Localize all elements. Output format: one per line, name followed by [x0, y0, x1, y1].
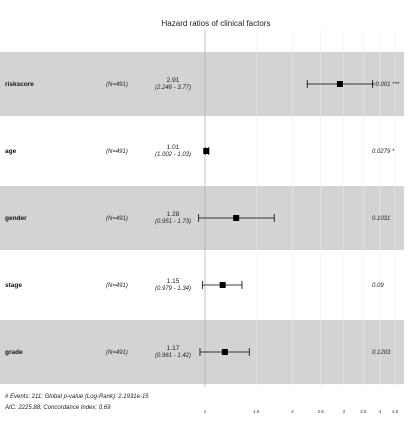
x-tick-label: 1.5	[253, 409, 260, 414]
p-value-label: 0.1203	[372, 350, 391, 356]
hr-label: 1.15	[167, 278, 180, 285]
variable-label: gender	[5, 215, 27, 222]
gridlines	[204, 30, 396, 387]
variable-label: age	[5, 148, 17, 155]
ci-label: (0.961 - 1.42)	[155, 353, 191, 359]
hr-label: 1.17	[167, 345, 180, 352]
variable-label: riskscore	[5, 81, 34, 88]
x-tick-label: 2	[291, 409, 294, 414]
x-tick-label: 3.5	[360, 409, 367, 414]
row-gender: gender (N=491) 1.28(0.951 - 1.73) 0.1031	[5, 211, 390, 225]
n-label: (N=491)	[106, 82, 128, 88]
hr-marker	[219, 282, 226, 288]
n-label: (N=491)	[106, 283, 128, 289]
hr-label: 1.28	[167, 211, 180, 218]
p-value-label: 0.0279 *	[372, 149, 395, 155]
x-tick-label: 2.5	[318, 409, 325, 414]
ci-label: (1.002 - 1.03)	[155, 152, 191, 158]
variable-label: grade	[5, 349, 23, 356]
ci-label: (2.246 - 3.77)	[155, 85, 191, 91]
footnote-aic: AIC: 2225.88; Concordance Index: 0.69	[4, 405, 111, 411]
p-value-label: 0.1031	[372, 216, 390, 222]
chart-title: Hazard ratios of clinical factors	[162, 19, 271, 28]
ci-label: (0.951 - 1.73)	[155, 219, 191, 225]
p-value-label: 0.09	[372, 283, 384, 289]
footnote-events: # Events: 211; Global p-value (Log-Rank)…	[5, 394, 149, 400]
x-axis-ticks: 1 1.5 2 2.5 3 3.5 4 4.5	[204, 409, 399, 414]
hr-marker	[336, 81, 343, 87]
hr-marker	[233, 215, 240, 221]
row-grade: grade (N=491) 1.17(0.961 - 1.42) 0.1203	[5, 345, 391, 359]
ci-label: (0.979 - 1.34)	[155, 286, 191, 292]
x-tick-label: 4.5	[392, 409, 399, 414]
row-riskscore: riskscore (N=491) 2.91(2.246 - 3.77) <0.001…	[5, 77, 400, 91]
n-label: (N=491)	[106, 149, 128, 155]
p-value-label: <0.001 ***	[372, 82, 400, 88]
n-label: (N=491)	[106, 216, 128, 222]
hr-marker	[221, 349, 228, 355]
hr-marker	[203, 148, 210, 154]
hr-label: 2.91	[167, 77, 180, 84]
x-tick-label: 1	[204, 409, 207, 414]
n-label: (N=491)	[106, 350, 128, 356]
row-stage: stage (N=491) 1.15(0.979 - 1.34) 0.09	[5, 278, 384, 292]
variable-label: stage	[5, 282, 22, 289]
rows: riskscore (N=491) 2.91(2.246 - 3.77) <0.001…	[5, 77, 400, 359]
x-tick-label: 4	[379, 409, 382, 414]
row-age: age (N=491) 1.01(1.002 - 1.03) 0.0279 *	[5, 144, 395, 158]
hr-label: 1.01	[167, 144, 180, 151]
x-tick-label: 3	[343, 409, 346, 414]
